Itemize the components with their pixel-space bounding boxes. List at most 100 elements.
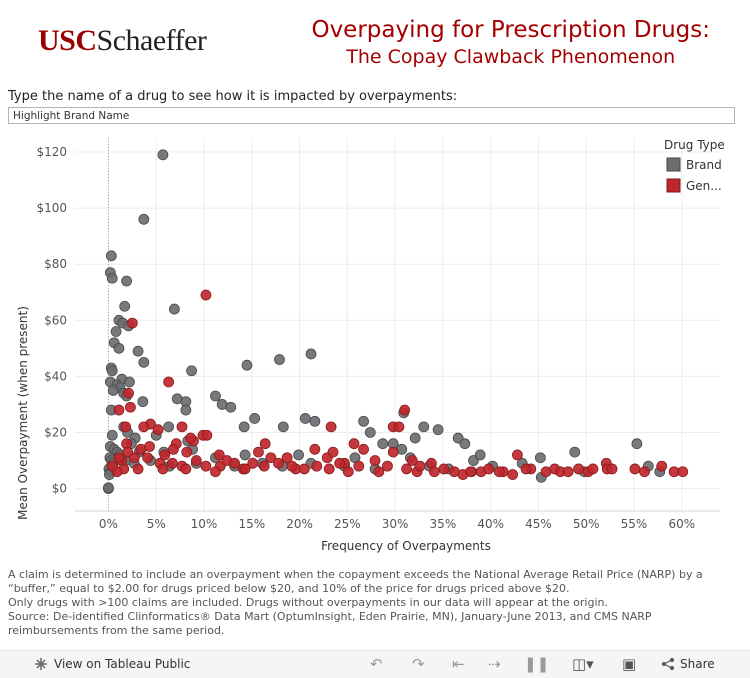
brand-point[interactable]	[157, 149, 169, 161]
generic-point[interactable]	[144, 441, 155, 452]
generic-point[interactable]	[520, 463, 532, 475]
view-on-tableau-button[interactable]: View on Tableau Public	[34, 657, 190, 671]
generic-point[interactable]	[353, 460, 365, 472]
generic-point[interactable]	[163, 376, 175, 388]
brand-point[interactable]	[305, 348, 317, 360]
generic-point[interactable]	[200, 289, 212, 301]
generic-point[interactable]	[190, 455, 202, 466]
share-button[interactable]: Share	[661, 657, 715, 671]
generic-point[interactable]	[387, 446, 399, 458]
generic-point[interactable]	[358, 443, 369, 455]
generic-point[interactable]	[210, 466, 221, 478]
generic-point[interactable]	[373, 466, 385, 478]
generic-point[interactable]	[125, 401, 136, 413]
generic-point[interactable]	[573, 463, 584, 475]
brand-point[interactable]	[249, 413, 261, 424]
download-icon[interactable]: ◫▾	[572, 655, 594, 673]
generic-point[interactable]	[168, 443, 179, 455]
generic-point[interactable]	[157, 463, 169, 475]
generic-point[interactable]	[465, 466, 477, 478]
generic-point[interactable]	[176, 421, 188, 433]
revert-icon[interactable]: ⇤	[452, 655, 465, 673]
brand-point[interactable]	[132, 345, 144, 357]
brand-point[interactable]	[110, 326, 122, 337]
brand-point[interactable]	[277, 421, 289, 433]
generic-point[interactable]	[159, 449, 171, 461]
generic-point[interactable]	[382, 460, 393, 472]
generic-point[interactable]	[629, 463, 641, 475]
brand-point[interactable]	[186, 365, 197, 377]
generic-point[interactable]	[401, 463, 412, 475]
generic-point[interactable]	[562, 466, 574, 478]
generic-point[interactable]	[180, 463, 192, 475]
brand-point[interactable]	[106, 272, 118, 284]
generic-point[interactable]	[428, 466, 440, 478]
generic-point[interactable]	[152, 424, 164, 436]
generic-point[interactable]	[185, 432, 197, 444]
generic-point[interactable]	[229, 457, 240, 469]
brand-point[interactable]	[299, 413, 311, 424]
generic-point[interactable]	[273, 457, 284, 469]
generic-point[interactable]	[399, 404, 411, 416]
generic-point[interactable]	[239, 463, 251, 475]
generic-point[interactable]	[113, 404, 125, 416]
brand-point[interactable]	[105, 250, 117, 262]
fullscreen-icon[interactable]: ▣	[622, 655, 637, 673]
brand-point[interactable]	[124, 376, 135, 388]
brand-point[interactable]	[103, 482, 114, 494]
generic-point[interactable]	[483, 463, 495, 475]
generic-point[interactable]	[369, 455, 381, 466]
brand-point[interactable]	[180, 404, 192, 416]
generic-point[interactable]	[286, 460, 298, 472]
refresh-icon[interactable]: ⇢	[488, 655, 501, 673]
brand-point[interactable]	[409, 432, 421, 444]
brand-point[interactable]	[106, 365, 118, 377]
generic-point[interactable]	[327, 446, 339, 458]
brand-point[interactable]	[106, 429, 118, 441]
brand-point[interactable]	[459, 438, 471, 450]
generic-point[interactable]	[247, 457, 259, 469]
generic-point[interactable]	[167, 457, 178, 469]
brand-point[interactable]	[107, 385, 119, 396]
generic-point[interactable]	[200, 460, 212, 472]
generic-point[interactable]	[258, 460, 270, 472]
brand-point[interactable]	[432, 424, 444, 436]
brand-point[interactable]	[293, 449, 305, 461]
brand-point[interactable]	[377, 438, 389, 450]
brand-point[interactable]	[119, 300, 131, 312]
generic-point[interactable]	[122, 446, 133, 458]
generic-point[interactable]	[181, 446, 193, 458]
generic-point[interactable]	[393, 421, 405, 433]
generic-point[interactable]	[142, 452, 154, 464]
generic-point[interactable]	[325, 421, 337, 433]
generic-point[interactable]	[120, 421, 132, 433]
brand-point[interactable]	[239, 449, 251, 461]
brand-point[interactable]	[113, 342, 125, 354]
generic-point[interactable]	[281, 452, 293, 464]
pause-icon[interactable]: ❚❚	[524, 655, 550, 673]
generic-point[interactable]	[493, 466, 505, 478]
brand-point[interactable]	[364, 427, 376, 438]
generic-point[interactable]	[265, 452, 277, 464]
generic-point[interactable]	[348, 438, 360, 450]
generic-point[interactable]	[123, 387, 134, 399]
generic-point[interactable]	[512, 449, 523, 461]
generic-point[interactable]	[311, 460, 323, 472]
generic-point[interactable]	[438, 463, 450, 475]
redo-icon[interactable]: ↷	[412, 655, 425, 673]
generic-point[interactable]	[309, 443, 321, 455]
brand-point[interactable]	[569, 446, 581, 458]
generic-point[interactable]	[126, 317, 138, 329]
brand-point[interactable]	[210, 390, 221, 402]
generic-point[interactable]	[253, 446, 264, 458]
undo-icon[interactable]: ↶	[370, 655, 383, 673]
generic-point[interactable]	[656, 460, 668, 472]
brand-point[interactable]	[631, 438, 643, 450]
generic-point[interactable]	[298, 463, 310, 475]
brand-point[interactable]	[474, 449, 486, 461]
generic-point[interactable]	[414, 460, 426, 472]
brand-point[interactable]	[168, 303, 180, 315]
brand-point[interactable]	[241, 359, 253, 371]
brand-point[interactable]	[225, 401, 237, 413]
brand-point[interactable]	[274, 354, 285, 365]
